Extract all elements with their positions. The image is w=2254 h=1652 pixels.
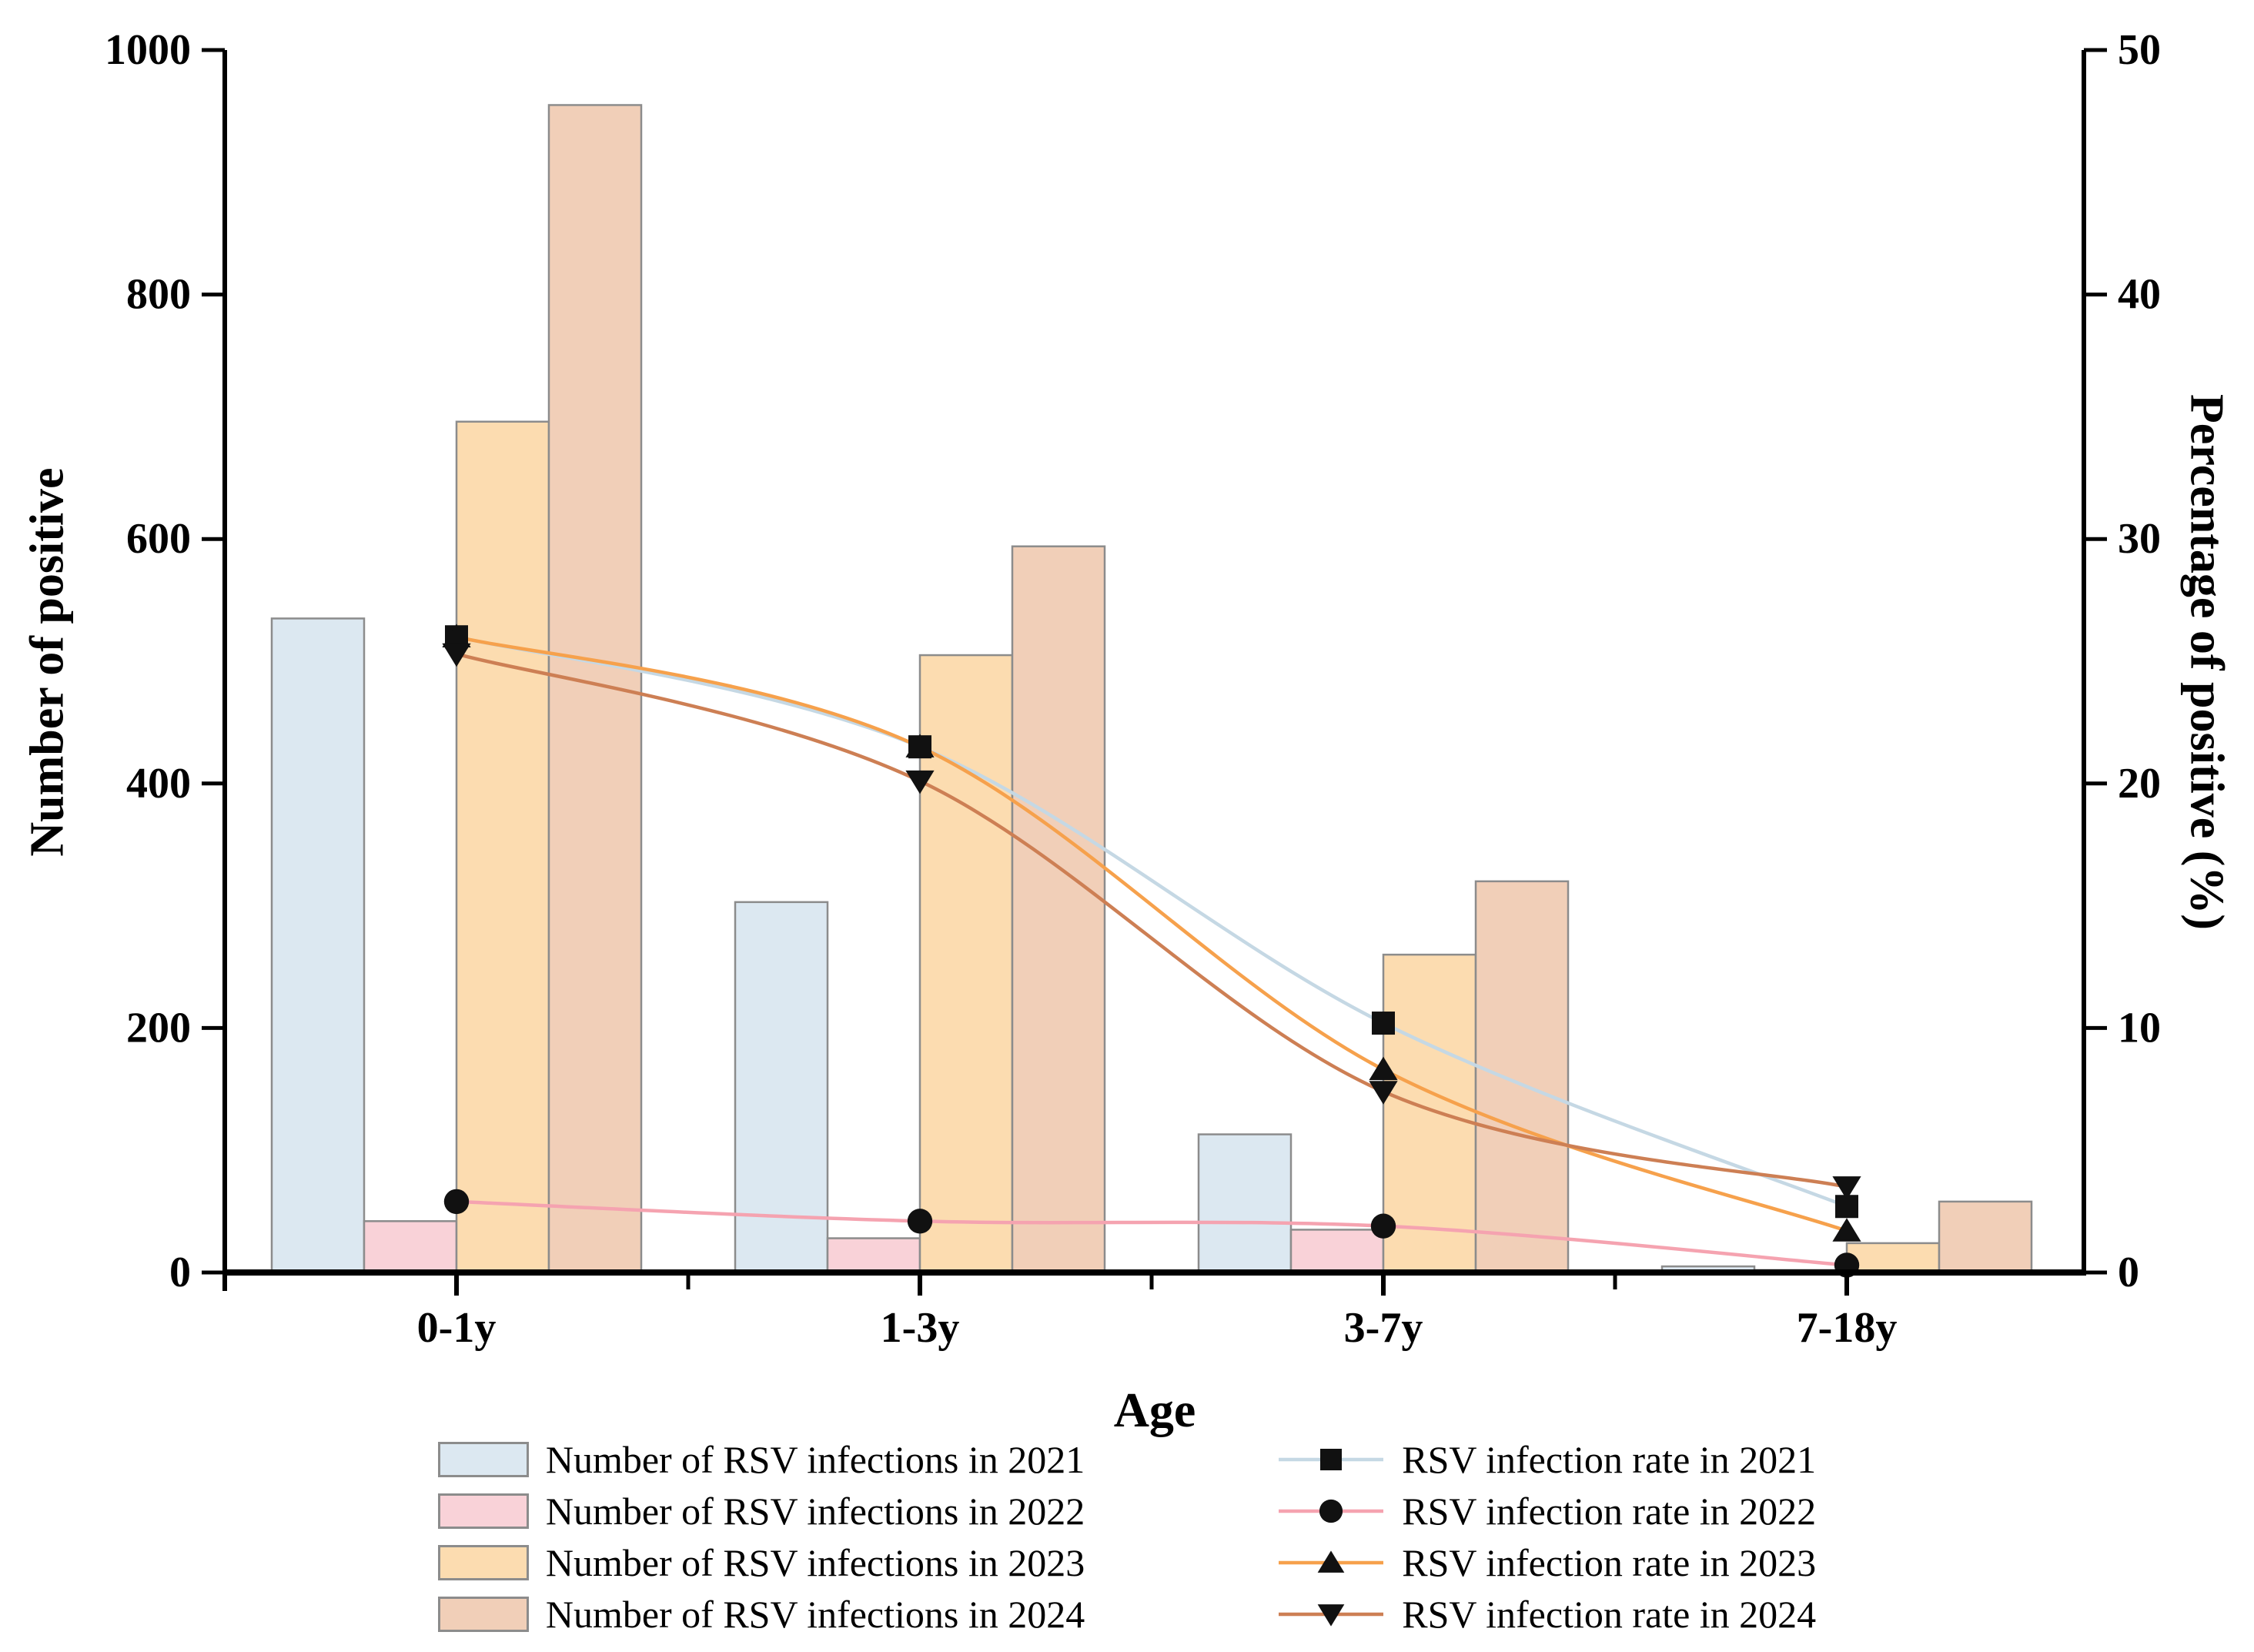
bar-bars-2021-0-1y bbox=[270, 617, 366, 1274]
legend-label: Number of RSV infections in 2024 bbox=[545, 1592, 1085, 1636]
legend-item-rate-2021: RSV infection rate in 2021 bbox=[1277, 1433, 1816, 1485]
legend-swatch-bars-2021 bbox=[437, 1441, 529, 1477]
legend-label: RSV infection rate in 2022 bbox=[1402, 1489, 1817, 1533]
bar-bars-2022-1-3y bbox=[826, 1237, 921, 1274]
legend-column-lines: RSV infection rate in 2021 RSV infection … bbox=[1277, 1433, 1816, 1640]
legend-line-sample-rate-2022 bbox=[1279, 1499, 1384, 1523]
marker-rate-2023-7-18y bbox=[1832, 1218, 1861, 1242]
legend-label: Number of RSV infections in 2021 bbox=[545, 1437, 1085, 1481]
legend-item-rate-2022: RSV infection rate in 2022 bbox=[1277, 1485, 1816, 1537]
x-category-label: 0-1y bbox=[417, 1304, 497, 1352]
marker-rate-2022-1-3y bbox=[907, 1209, 933, 1234]
y-right-tick-label: 40 bbox=[2118, 271, 2161, 319]
bar-bars-2021-3-7y bbox=[1197, 1133, 1293, 1274]
y-right-tick-label: 0 bbox=[2118, 1249, 2139, 1296]
legend: Number of RSV infections in 2021 Number o… bbox=[0, 1433, 2254, 1640]
bar-bars-2024-1-3y bbox=[1011, 545, 1106, 1274]
y-right-tick-label: 30 bbox=[2118, 515, 2161, 563]
bar-bars-2024-7-18y bbox=[1938, 1200, 2033, 1274]
y-left-tick-label: 200 bbox=[126, 1004, 191, 1052]
marker-rate-2023-3-7y bbox=[1369, 1056, 1398, 1081]
marker-rate-2024-7-18y bbox=[1832, 1176, 1861, 1200]
legend-item-bars-2024: Number of RSV infections in 2024 bbox=[437, 1588, 1085, 1640]
bar-bars-2024-0-1y bbox=[547, 104, 643, 1274]
y-left-tick-label: 800 bbox=[126, 271, 191, 319]
marker-rate-2022-0-1y bbox=[443, 1189, 470, 1215]
x-category-label: 1-3y bbox=[881, 1304, 960, 1352]
line-rate-2024 bbox=[456, 652, 1848, 1189]
legend-label: RSV infection rate in 2024 bbox=[1402, 1592, 1817, 1636]
legend-label: Number of RSV infections in 2022 bbox=[545, 1489, 1085, 1533]
bar-bars-2021-1-3y bbox=[734, 901, 829, 1274]
bar-bars-2023-7-18y bbox=[1845, 1242, 1941, 1274]
marker-rate-2024-0-1y bbox=[442, 643, 471, 667]
y-left-tick-label: 600 bbox=[126, 515, 191, 563]
line-rate-2022 bbox=[456, 1199, 1848, 1267]
bar-bars-2024-3-7y bbox=[1474, 880, 1570, 1274]
legend-swatch-bars-2023 bbox=[437, 1544, 529, 1580]
y-axis-title-right: Percentage of positive (%) bbox=[2180, 393, 2233, 931]
legend-marker-square bbox=[1320, 1448, 1343, 1470]
x-axis-title: Age bbox=[1113, 1383, 1196, 1437]
legend-item-bars-2021: Number of RSV infections in 2021 bbox=[437, 1433, 1085, 1485]
legend-marker-triangle-down bbox=[1317, 1604, 1345, 1627]
y-left-tick-label: 400 bbox=[126, 760, 191, 808]
marker-rate-2023-1-3y bbox=[905, 734, 935, 757]
y-right-tick-label: 50 bbox=[2118, 26, 2161, 74]
legend-column-bars: Number of RSV infections in 2021 Number o… bbox=[437, 1433, 1085, 1640]
legend-line-sample-rate-2021 bbox=[1279, 1448, 1384, 1470]
legend-label: Number of RSV infections in 2023 bbox=[545, 1540, 1085, 1584]
bar-bars-2022-0-1y bbox=[363, 1220, 458, 1274]
legend-item-bars-2022: Number of RSV infections in 2022 bbox=[437, 1485, 1085, 1537]
legend-label: RSV infection rate in 2021 bbox=[1402, 1437, 1817, 1481]
y-right-tick-label: 10 bbox=[2118, 1004, 2161, 1052]
marker-rate-2023-0-1y bbox=[442, 624, 471, 648]
bar-bars-2023-1-3y bbox=[918, 654, 1014, 1274]
legend-line-sample-rate-2023 bbox=[1279, 1550, 1384, 1573]
legend-item-rate-2023: RSV infection rate in 2023 bbox=[1277, 1537, 1816, 1588]
legend-line-sample-rate-2024 bbox=[1279, 1604, 1384, 1627]
bar-bars-2023-0-1y bbox=[455, 420, 550, 1274]
x-category-label: 7-18y bbox=[1797, 1304, 1898, 1352]
legend-swatch-bars-2022 bbox=[437, 1493, 529, 1529]
legend-marker-circle bbox=[1319, 1499, 1343, 1523]
legend-marker-triangle-up bbox=[1317, 1550, 1345, 1573]
bar-bars-2023-3-7y bbox=[1382, 953, 1477, 1274]
x-category-label: 3-7y bbox=[1344, 1304, 1423, 1352]
bar-bars-2022-3-7y bbox=[1289, 1229, 1385, 1274]
legend-item-rate-2024: RSV infection rate in 2024 bbox=[1277, 1588, 1816, 1640]
marker-rate-2021-3-7y bbox=[1372, 1012, 1395, 1035]
y-left-tick-label: 0 bbox=[169, 1249, 191, 1296]
legend-swatch-bars-2024 bbox=[437, 1596, 529, 1632]
legend-label: RSV infection rate in 2023 bbox=[1402, 1540, 1817, 1584]
y-right-tick-label: 20 bbox=[2118, 760, 2161, 808]
line-rate-2021 bbox=[456, 635, 1848, 1209]
line-rate-2023 bbox=[456, 635, 1848, 1233]
marker-rate-2024-3-7y bbox=[1369, 1081, 1398, 1105]
legend-item-bars-2023: Number of RSV infections in 2023 bbox=[437, 1537, 1085, 1588]
marker-rate-2024-1-3y bbox=[905, 770, 935, 794]
marker-rate-2022-3-7y bbox=[1370, 1213, 1396, 1239]
y-left-tick-label: 1000 bbox=[105, 26, 191, 74]
y-axis-title-left: Number of positive bbox=[21, 467, 74, 857]
